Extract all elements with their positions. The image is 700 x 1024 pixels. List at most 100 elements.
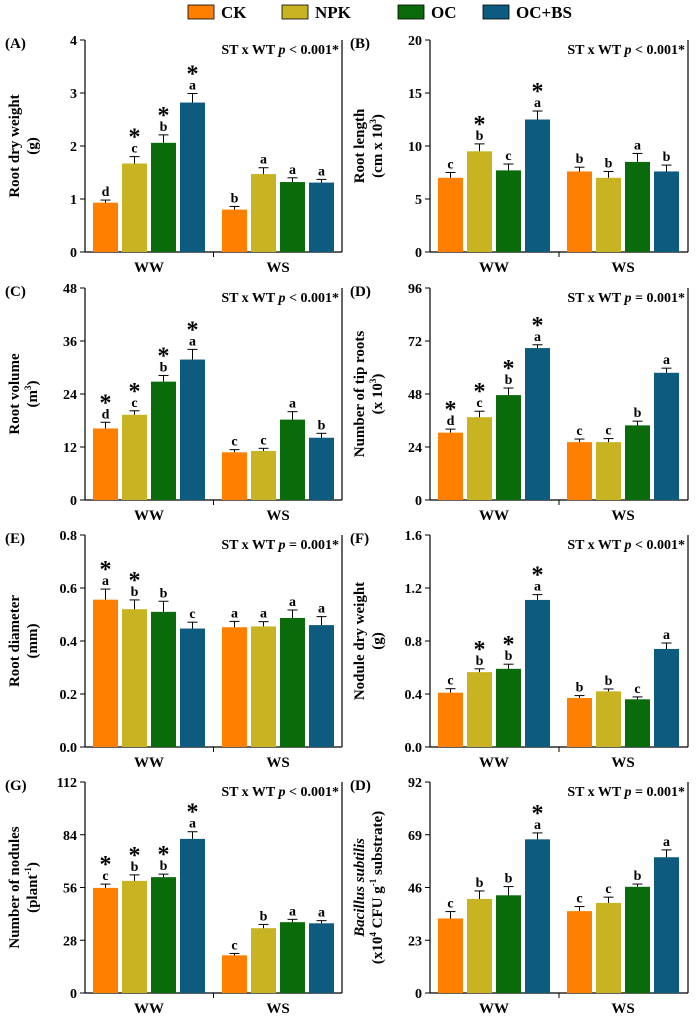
significance-letter: b: [160, 586, 168, 601]
significance-letter: a: [534, 330, 541, 345]
significance-letter: a: [289, 904, 296, 919]
x-group-label: WW: [479, 1001, 509, 1017]
significance-letter: a: [534, 580, 541, 595]
bar-ck-ws: [567, 911, 592, 993]
significance-star: *: [129, 379, 141, 405]
bar-ck-ws: [222, 955, 247, 993]
stat-label: ST x WT: [567, 538, 624, 553]
stat-label: ST x WT: [221, 785, 278, 800]
significance-letter: b: [505, 872, 513, 887]
stat-value: < 0.001*: [286, 291, 339, 306]
significance-star: *: [474, 379, 486, 405]
significance-letter: a: [231, 606, 238, 621]
panel-label: (A): [5, 36, 26, 52]
bar-ocbs-ws: [654, 171, 679, 252]
significance-letter: b: [131, 860, 139, 875]
significance-star: *: [532, 563, 544, 589]
significance-letter: c: [505, 149, 511, 164]
bar-ocbs-ww: [180, 838, 205, 993]
significance-letter: a: [318, 602, 325, 617]
bar-ocbs-ws: [309, 437, 334, 500]
stat-annotation: ST x WT p = 0.001*: [567, 291, 685, 306]
significance-letter: c: [131, 142, 137, 157]
significance-letter: a: [189, 817, 196, 832]
bar-ocbs-ww: [525, 119, 550, 252]
y-axis-label-line2: (mm): [25, 624, 41, 659]
y-tick-label: 28: [63, 934, 77, 949]
bar-oc-ww: [151, 381, 176, 500]
x-group-label: WS: [266, 755, 289, 771]
stat-value: = 0.001*: [286, 538, 339, 553]
significance-letter: a: [189, 334, 196, 349]
stat-p: p: [624, 538, 632, 553]
significance-star: *: [129, 568, 141, 594]
significance-letter: a: [663, 353, 670, 368]
x-group-label: WW: [134, 1001, 164, 1017]
significance-letter: c: [131, 396, 137, 411]
y-tick-label: 0.0: [60, 741, 78, 756]
bar-npk-ws: [251, 928, 276, 993]
x-group-label: WS: [266, 1001, 289, 1017]
bar-npk-ws: [596, 902, 621, 993]
y-tick-label: 56: [63, 882, 77, 897]
bar-ck-ww: [438, 177, 463, 252]
chart-panel-5: 0.0 0.4 0.8 1.2 1.6 (F) ST x WT p < 0.001* Nodu…: [350, 529, 689, 771]
stat-value: < 0.001*: [286, 43, 339, 58]
y-axis-label-rest2: substrate): [370, 811, 386, 879]
stat-value: = 0.001*: [632, 291, 685, 306]
significance-star: *: [129, 843, 141, 869]
y-axis-label-line2: (g): [370, 632, 386, 650]
bar-oc-ws: [280, 419, 305, 500]
significance-star: *: [100, 390, 112, 416]
y-axis-label: Bacillus subtilis(x104 CFU g-1 substrate…: [352, 811, 386, 964]
stat-label: ST x WT: [567, 291, 624, 306]
panel-label: (F): [350, 531, 369, 547]
bar-oc-ww: [151, 877, 176, 993]
bar-npk-ww: [467, 151, 492, 252]
significance-letter: b: [160, 859, 168, 874]
y-axis-label: Root length (cm x 103): [352, 108, 386, 183]
chart-panel-4: 0.0 0.2 0.4 0.6 0.8 (E) ST x WT p = 0.001* Root…: [5, 529, 343, 771]
stat-value: < 0.001*: [286, 785, 339, 800]
significance-letter: c: [189, 607, 195, 622]
bar-oc-ww: [496, 668, 521, 747]
bar-ck-ws: [567, 442, 592, 500]
y-tick-label: 15: [408, 87, 422, 102]
stat-annotation: ST x WT p = 0.001*: [567, 785, 685, 800]
stat-annotation: ST x WT p = 0.001*: [221, 538, 339, 553]
y-tick-label: 0.8: [60, 529, 78, 544]
y-axis-label-sup2: -1: [368, 878, 378, 886]
significance-star: *: [158, 343, 170, 369]
significance-letter: b: [634, 406, 642, 421]
significance-letter: a: [189, 79, 196, 94]
y-tick-label: 24: [408, 441, 422, 456]
stat-annotation: ST x WT p < 0.001*: [567, 538, 685, 553]
bar-ck-ww: [438, 692, 463, 747]
bar-oc-ws: [625, 886, 650, 993]
bar-ck-ws: [222, 627, 247, 747]
bar-ck-ww: [438, 918, 463, 993]
bar-ocbs-ws: [654, 372, 679, 500]
y-axis-label-rest: CFU g: [370, 886, 386, 932]
y-axis-label-line1: Root volume: [7, 353, 23, 435]
significance-star: *: [187, 62, 199, 88]
y-tick-label: 0: [415, 494, 422, 509]
significance-letter: b: [576, 681, 584, 696]
stat-annotation: ST x WT p < 0.001*: [567, 43, 685, 58]
significance-letter: a: [289, 163, 296, 178]
bar-oc-ws: [280, 182, 305, 252]
stat-p: p: [624, 291, 632, 306]
y-axis-label-line1: Number of tip roots: [352, 331, 368, 458]
bar-oc-ws: [625, 699, 650, 747]
bar-ck-ws: [222, 452, 247, 500]
y-tick-label: 0: [415, 987, 422, 1002]
bar-ocbs-ws: [654, 857, 679, 993]
stat-annotation: ST x WT p < 0.001*: [221, 43, 339, 58]
stat-label: ST x WT: [567, 785, 624, 800]
panel-label: (E): [5, 531, 25, 547]
significance-letter: c: [260, 433, 266, 448]
y-axis-label-sup: 3: [23, 385, 33, 390]
y-tick-label: 0: [70, 494, 77, 509]
y-axis-label: Root volume (m3): [7, 353, 41, 435]
chart-legend: CK NPK OC OC+BS: [187, 3, 572, 22]
